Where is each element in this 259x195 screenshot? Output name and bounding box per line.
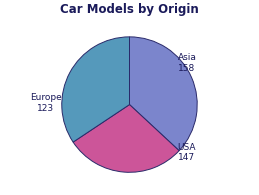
- Text: Asia
158: Asia 158: [177, 53, 196, 73]
- Text: USA
147: USA 147: [178, 143, 196, 162]
- Text: Europe
123: Europe 123: [30, 93, 62, 113]
- Wedge shape: [62, 37, 130, 142]
- Wedge shape: [130, 37, 197, 151]
- Wedge shape: [73, 105, 179, 172]
- Title: Car Models by Origin: Car Models by Origin: [60, 3, 199, 16]
